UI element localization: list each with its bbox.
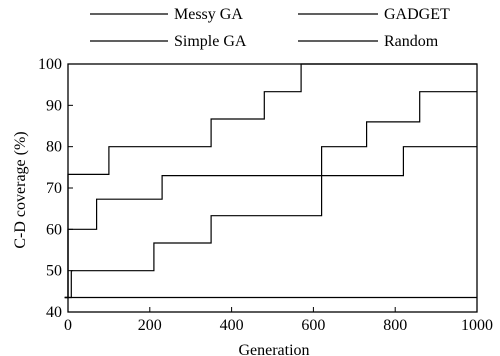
legend-label-gadget: GADGET [384,6,450,23]
legend-label-messy-ga: Messy GA [174,6,243,23]
x-tick-label: 600 [301,317,325,334]
legend-label-random: Random [384,33,439,50]
x-tick-label: 0 [64,317,72,334]
y-axis: 40 50 60 70 80 90 100 [38,56,73,321]
plot-area-border [67,63,478,313]
y-tick-label: 90 [46,97,62,114]
y-axis-title: C-D coverage (%) [12,131,29,248]
x-axis: 0 200 400 600 800 1000 [64,307,493,334]
y-tick-label: 40 [46,304,62,321]
x-tick-label: 400 [220,317,244,334]
series-line-messy-ga [64,63,477,299]
y-tick-label: 100 [38,56,62,73]
x-tick-label: 800 [383,317,407,334]
x-axis-title: Generation [238,342,309,356]
y-tick-label: 80 [46,139,62,156]
series-group [64,63,477,299]
y-tick-label: 70 [46,180,62,197]
plot-frame [67,63,478,313]
legend: Messy GA GADGET Simple GA Random [90,6,450,50]
y-tick-label: 60 [46,221,62,238]
x-tick-label: 200 [138,317,162,334]
legend-label-simple-ga: Simple GA [174,33,247,50]
y-tick-label: 50 [46,263,62,280]
series-line-gadget [64,91,477,299]
series-line-simple-ga [64,146,477,299]
x-tick-label: 1000 [461,317,493,334]
